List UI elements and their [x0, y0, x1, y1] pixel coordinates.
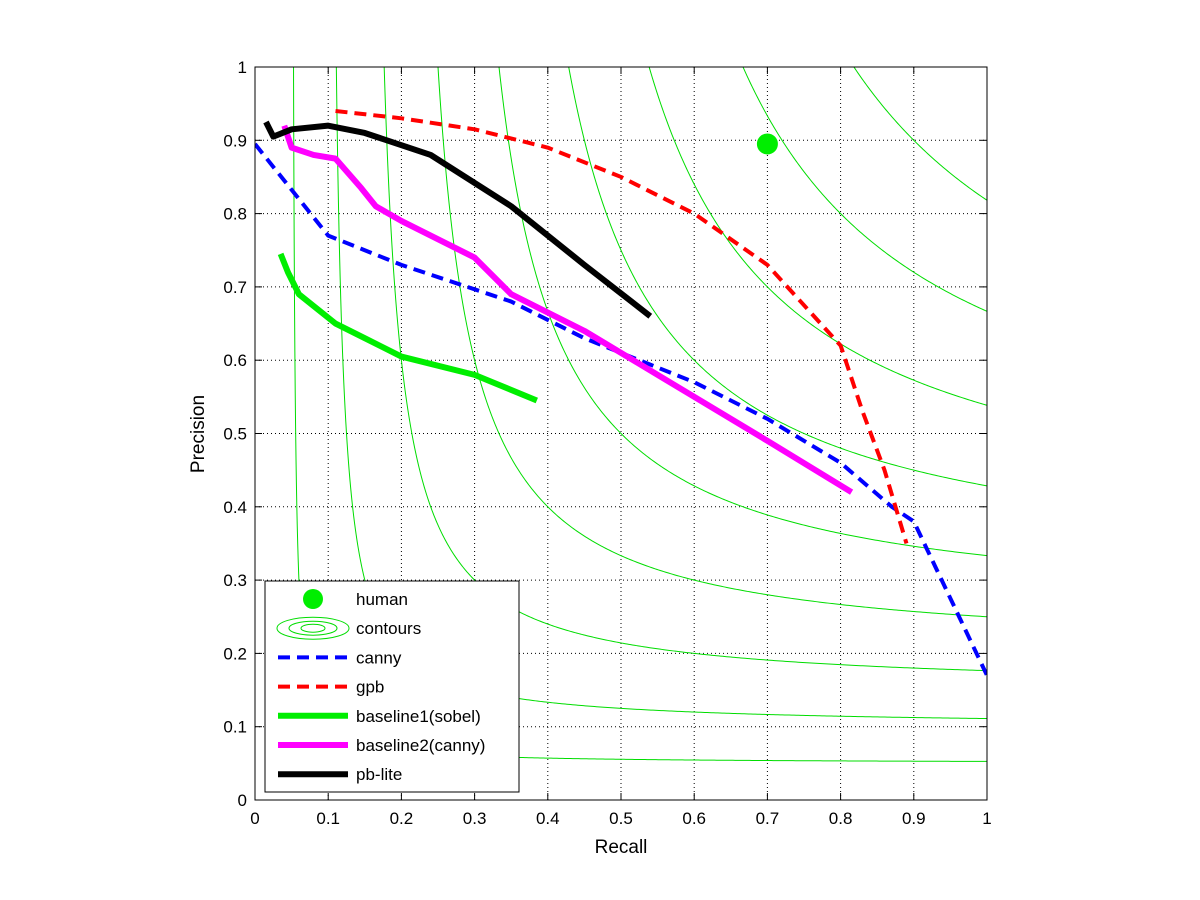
x-tick-label: 0.8 — [829, 809, 853, 828]
legend-label-pb-lite: pb-lite — [356, 765, 402, 784]
series-line-pb-lite — [263, 120, 653, 319]
x-tick-label: 0.2 — [390, 809, 414, 828]
iso-f-contour-line — [742, 67, 987, 312]
iso-f-contour-line — [498, 67, 987, 557]
human-marker — [756, 133, 778, 155]
x-tick-label: 0.1 — [316, 809, 340, 828]
y-tick-label: 0.4 — [223, 498, 247, 517]
x-tick-label: 0.3 — [463, 809, 487, 828]
series-line-gpb — [335, 108, 909, 545]
legend-label-baseline2-canny-: baseline2(canny) — [356, 736, 485, 755]
y-tick-label: 0 — [238, 791, 247, 810]
series-line-baseline2-canny- — [281, 124, 854, 495]
y-tick-label: 0.9 — [223, 131, 247, 150]
series-layer — [255, 108, 987, 677]
y-tick-label: 0.5 — [223, 425, 247, 444]
y-tick-label: 0.6 — [223, 351, 247, 370]
y-tick-label: 0.7 — [223, 278, 247, 297]
x-tick-label: 0.7 — [756, 809, 780, 828]
iso-f-contour-line — [437, 67, 987, 618]
x-axis-label: Recall — [595, 837, 648, 858]
y-tick-label: 1 — [238, 58, 247, 77]
y-tick-label: 0.2 — [223, 644, 247, 663]
y-tick-label: 0.8 — [223, 205, 247, 224]
legend-label-canny: canny — [356, 648, 402, 667]
iso-f-contour-line — [383, 67, 987, 672]
legend-label-human: human — [356, 590, 408, 609]
iso-f-contour-line — [853, 67, 987, 201]
legend-swatch-contours — [276, 616, 350, 640]
legend-label-contours: contours — [356, 619, 421, 638]
legend: human contours canny gpb baseline1(sobel) bas… — [264, 580, 520, 793]
iso-f-contour-line — [648, 67, 987, 406]
x-tick-label: 0.9 — [902, 809, 926, 828]
x-tick-label: 1 — [982, 809, 991, 828]
iso-f-contour-line — [568, 67, 987, 487]
legend-swatch-contours — [288, 620, 338, 636]
legend-swatch-contours — [300, 623, 326, 633]
legend-label-gpb: gpb — [356, 678, 384, 697]
x-tick-label: 0 — [250, 809, 259, 828]
series-line-baseline1-sobel- — [277, 252, 538, 404]
x-tick-label: 0.5 — [609, 809, 633, 828]
y-axis-label: Precision — [188, 395, 209, 473]
axis-ticks: 0 0.1 0.2 0.3 0.4 0.5 0.6 0.7 0.8 0.9 1 0 0.1 0.2 0.3 0… — [223, 58, 991, 828]
legend-label-baseline1-sobel-: baseline1(sobel) — [356, 707, 481, 726]
y-tick-label: 0.3 — [223, 571, 247, 590]
y-tick-label: 0.1 — [223, 718, 247, 737]
x-tick-label: 0.4 — [536, 809, 560, 828]
legend-swatch-human — [303, 589, 323, 609]
x-tick-label: 0.6 — [682, 809, 706, 828]
